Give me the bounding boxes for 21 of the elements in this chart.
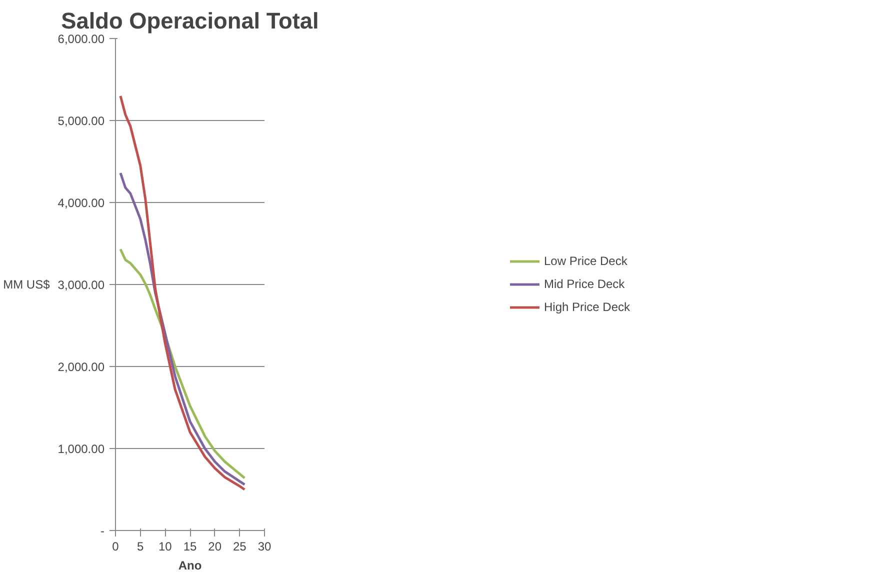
- y-tick-label: 4,000.00: [58, 196, 105, 210]
- line-series: [119, 94, 246, 491]
- legend-label: Low Price Deck: [544, 254, 628, 268]
- y-tick-label: 5,000.00: [58, 114, 105, 128]
- legend-label: Mid Price Deck: [544, 277, 625, 291]
- y-tick-label: 3,000.00: [58, 278, 105, 292]
- legend-label: High Price Deck: [544, 300, 630, 314]
- x-tick-label: 5: [136, 540, 144, 554]
- x-tick-label: 30: [258, 540, 272, 554]
- x-tick-label: 15: [183, 540, 197, 554]
- chart-title: Saldo Operacional Total: [61, 8, 319, 34]
- y-tick-label: 1,000.00: [58, 442, 105, 456]
- x-axis-title: Ano: [178, 558, 202, 572]
- x-tick-label: 0: [112, 540, 120, 554]
- x-tick-label: 25: [232, 540, 247, 554]
- y-tick-label: 2,000.00: [58, 360, 105, 374]
- y-tick-label: -: [100, 524, 105, 538]
- x-tick-label: 20: [208, 540, 222, 554]
- y-axis-title: MM US$: [3, 278, 50, 292]
- y-tick-label: 6,000.00: [58, 32, 105, 46]
- x-tick-label: 10: [158, 540, 172, 554]
